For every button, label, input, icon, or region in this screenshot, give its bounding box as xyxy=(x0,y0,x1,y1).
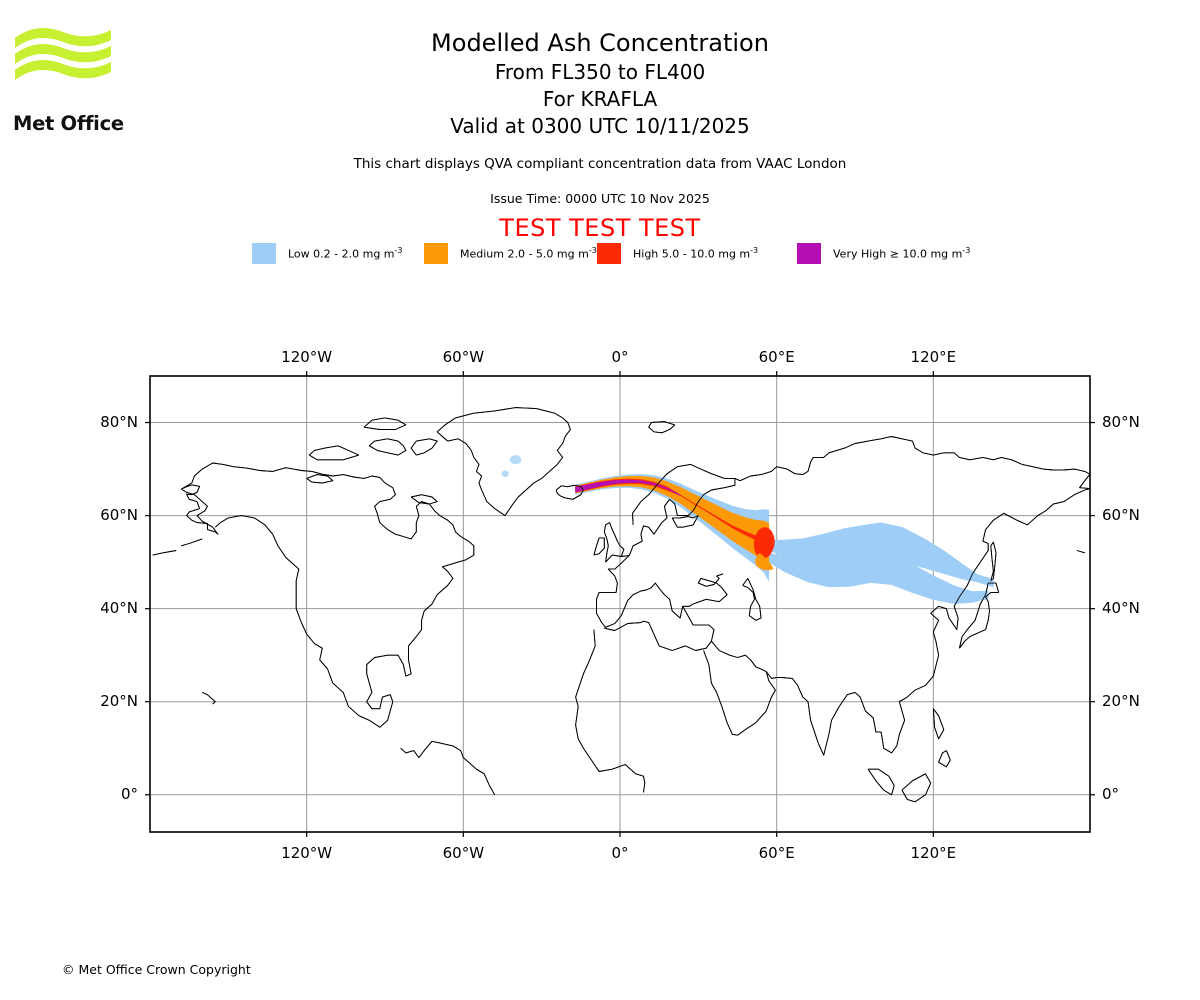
coastline-segment xyxy=(181,538,203,547)
ash-region-low-greenland-0 xyxy=(509,455,522,465)
coastline-segment xyxy=(593,537,605,556)
map-svg xyxy=(145,371,1095,837)
coastline-segment xyxy=(867,768,895,796)
legend-label-exponent: -3 xyxy=(750,245,759,255)
legend-label: High 5.0 - 10.0 mg m-3 xyxy=(633,245,759,261)
coastline-segment xyxy=(703,650,776,736)
axis-label-lat-right: 40°N xyxy=(1102,598,1140,617)
legend-swatch xyxy=(797,242,821,264)
ash-region-very-high xyxy=(575,479,681,496)
legend-item-medium: Medium 2.0 - 5.0 mg m-3 xyxy=(424,240,597,266)
ash-region-medium-tail xyxy=(755,552,774,571)
coastline-segment xyxy=(621,463,736,557)
coastline-segment xyxy=(734,436,1090,482)
coastline-segment xyxy=(671,515,699,528)
legend-swatch xyxy=(597,242,621,264)
coastline-segment xyxy=(308,445,360,461)
map-coastlines-overlay xyxy=(152,407,1090,803)
coastline-segment xyxy=(400,740,496,796)
legend-label-exponent: -3 xyxy=(394,245,403,255)
chart-title-block: Modelled Ash Concentration From FL350 to… xyxy=(0,28,1200,140)
coastline-segment xyxy=(603,522,625,563)
axis-label-lat-right: 80°N xyxy=(1102,412,1140,431)
ash-region-low-greenland-1 xyxy=(501,470,509,477)
coastline-segment xyxy=(410,494,438,505)
met-office-wave-icon xyxy=(15,28,111,80)
legend-swatch xyxy=(252,242,276,264)
coastline-segment xyxy=(181,484,219,535)
coastline-segment xyxy=(555,484,584,500)
copyright-text: © Met Office Crown Copyright xyxy=(62,962,251,977)
coastline-segment xyxy=(202,691,216,705)
legend-swatch xyxy=(424,242,448,264)
ash-region-low-central-asia xyxy=(763,550,989,604)
axis-label-lon-top: 120°W xyxy=(281,348,333,366)
axis-label-lat-left: 0° xyxy=(120,784,138,803)
axis-label-lon-bottom: 120°W xyxy=(281,844,333,862)
title-flight-levels: From FL350 to FL400 xyxy=(494,60,706,84)
legend-label-exponent: -3 xyxy=(962,245,971,255)
coastline-segment xyxy=(363,417,407,430)
coastline-segment xyxy=(932,708,945,740)
title-valid-time: Valid at 0300 UTC 10/11/2025 xyxy=(450,114,750,138)
coastline-segment xyxy=(181,462,475,728)
coastline-segment xyxy=(1079,473,1090,490)
coastline-segment xyxy=(990,541,997,582)
legend-label-exponent: -3 xyxy=(588,245,597,255)
coastline-segment xyxy=(410,438,438,456)
legend-item-very: Very High ≥ 10.0 mg m-3 xyxy=(797,240,970,266)
coastline-segment xyxy=(604,620,644,631)
map-axis-ticks xyxy=(145,371,1095,837)
ash-concentration-map: 120°W 120°W 60°W 60°W 0° 0° 60°E 60°E 120°E 120°E… xyxy=(0,340,1200,862)
axis-label-lat-left: 20°N xyxy=(100,691,138,710)
coastline-segment xyxy=(643,606,715,651)
coastline-segment xyxy=(742,577,762,621)
coastline-segment xyxy=(575,696,646,793)
axis-label-lon-bottom: 60°E xyxy=(758,844,795,862)
ash-maximum-blob xyxy=(753,527,775,559)
coastline-segment xyxy=(306,474,334,484)
axis-label-lat-left: 60°N xyxy=(100,505,138,524)
axis-label-lat-left: 40°N xyxy=(100,598,138,617)
axis-label-lon-top: 120°E xyxy=(910,348,957,366)
axis-label-lon-bottom: 60°W xyxy=(442,844,485,862)
axis-label-lat-left: 80°N xyxy=(100,412,138,431)
chart-subtitle: This chart displays QVA compliant concen… xyxy=(353,156,847,172)
legend-label: Medium 2.0 - 5.0 mg m-3 xyxy=(460,245,597,261)
legend-item-high: High 5.0 - 10.0 mg m-3 xyxy=(597,240,758,266)
title-volcano: For KRAFLA xyxy=(542,87,658,111)
ash-plume-layer xyxy=(501,455,994,604)
concentration-legend: Low 0.2 - 2.0 mg m-3 Medium 2.0 - 5.0 mg … xyxy=(0,240,1200,266)
coastline-segment xyxy=(368,438,407,456)
coastline-segment xyxy=(901,773,932,803)
axis-label-lon-top: 60°E xyxy=(758,348,795,366)
coastline-segment xyxy=(436,407,571,516)
coastline-segment xyxy=(575,629,596,698)
axis-label-lat-right: 60°N xyxy=(1102,505,1140,524)
met-office-logo: Met Office xyxy=(13,24,213,135)
axis-label-lon-bottom: 0° xyxy=(611,844,629,862)
coastline-segment xyxy=(596,555,728,628)
legend-label: Low 0.2 - 2.0 mg m-3 xyxy=(288,245,403,261)
coastline-segment xyxy=(152,550,1085,556)
test-banner: TEST TEST TEST xyxy=(499,214,701,242)
axis-label-lat-right: 0° xyxy=(1102,784,1120,803)
coastline-segment xyxy=(938,750,951,768)
axis-label-lat-right: 20°N xyxy=(1102,691,1140,710)
page-title: Modelled Ash Concentration xyxy=(431,29,769,57)
map-gridlines xyxy=(150,376,1090,832)
axis-label-lon-bottom: 120°E xyxy=(910,844,957,862)
axis-label-lon-top: 0° xyxy=(611,348,629,366)
legend-label: Very High ≥ 10.0 mg m-3 xyxy=(833,245,971,261)
coastline-segment xyxy=(711,488,1090,756)
coastline-segment xyxy=(648,421,676,434)
issue-time-text: Issue Time: 0000 UTC 10 Nov 2025 xyxy=(490,191,710,206)
coastline-segment xyxy=(958,582,1000,649)
met-office-brand-text: Met Office xyxy=(13,112,124,135)
axis-label-lon-top: 60°W xyxy=(442,348,485,366)
legend-item-low: Low 0.2 - 2.0 mg m-3 xyxy=(252,240,403,266)
